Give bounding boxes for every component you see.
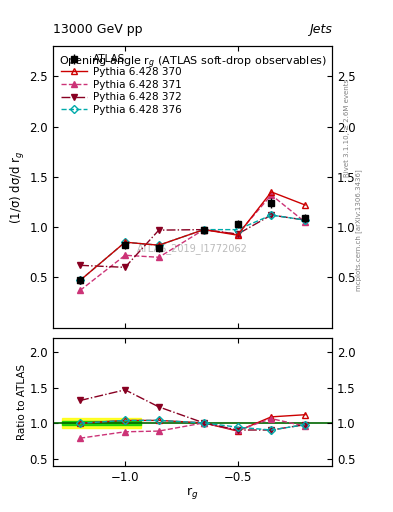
Bar [62,421,141,425]
Pythia 6.428 370 [156,242,161,248]
Text: Opening angle r$_g$ (ATLAS soft-drop observables): Opening angle r$_g$ (ATLAS soft-drop obs… [59,55,327,71]
Pythia 6.428 371 [269,192,274,198]
Pythia 6.428 371 [156,254,161,261]
Pythia 6.428 376 [202,226,206,232]
X-axis label: r$_g$: r$_g$ [186,485,199,501]
Pythia 6.428 376 [156,242,161,248]
Pythia 6.428 371 [123,252,127,259]
Line: Pythia 6.428 376: Pythia 6.428 376 [77,212,308,283]
Pythia 6.428 372 [123,264,127,270]
Text: mcplots.cern.ch [arXiv:1306.3436]: mcplots.cern.ch [arXiv:1306.3436] [356,169,362,291]
Pythia 6.428 370 [235,232,240,238]
Line: Pythia 6.428 370: Pythia 6.428 370 [77,188,309,284]
Pythia 6.428 371 [202,226,206,232]
Pythia 6.428 370 [269,189,274,195]
Line: Pythia 6.428 371: Pythia 6.428 371 [77,191,309,294]
Pythia 6.428 376 [235,226,240,232]
Y-axis label: (1/σ) dσ/d r$_g$: (1/σ) dσ/d r$_g$ [9,150,27,224]
Text: 13000 GeV pp: 13000 GeV pp [53,23,143,36]
Pythia 6.428 372 [156,227,161,233]
Pythia 6.428 376 [78,278,83,284]
Pythia 6.428 370 [303,202,307,208]
Pythia 6.428 376 [303,217,307,223]
Pythia 6.428 372 [78,262,83,268]
Text: Rivet 3.1.10, ≥ 2.6M events: Rivet 3.1.10, ≥ 2.6M events [344,79,350,177]
Pythia 6.428 370 [202,226,206,232]
Line: Pythia 6.428 372: Pythia 6.428 372 [77,211,309,271]
Pythia 6.428 371 [235,231,240,237]
Pythia 6.428 376 [123,239,127,245]
Pythia 6.428 376 [269,212,274,218]
Pythia 6.428 371 [303,219,307,225]
Text: Jets: Jets [309,23,332,36]
Pythia 6.428 372 [235,231,240,237]
Text: ATLAS_2019_I1772062: ATLAS_2019_I1772062 [137,243,248,254]
Pythia 6.428 372 [202,226,206,232]
Pythia 6.428 372 [269,212,274,218]
Y-axis label: Ratio to ATLAS: Ratio to ATLAS [17,364,27,440]
Bar [62,418,141,428]
Pythia 6.428 370 [123,239,127,245]
Pythia 6.428 371 [78,287,83,293]
Pythia 6.428 370 [78,278,83,284]
Legend: ATLAS, Pythia 6.428 370, Pythia 6.428 371, Pythia 6.428 372, Pythia 6.428 376: ATLAS, Pythia 6.428 370, Pythia 6.428 37… [58,51,184,118]
Pythia 6.428 372 [303,217,307,223]
